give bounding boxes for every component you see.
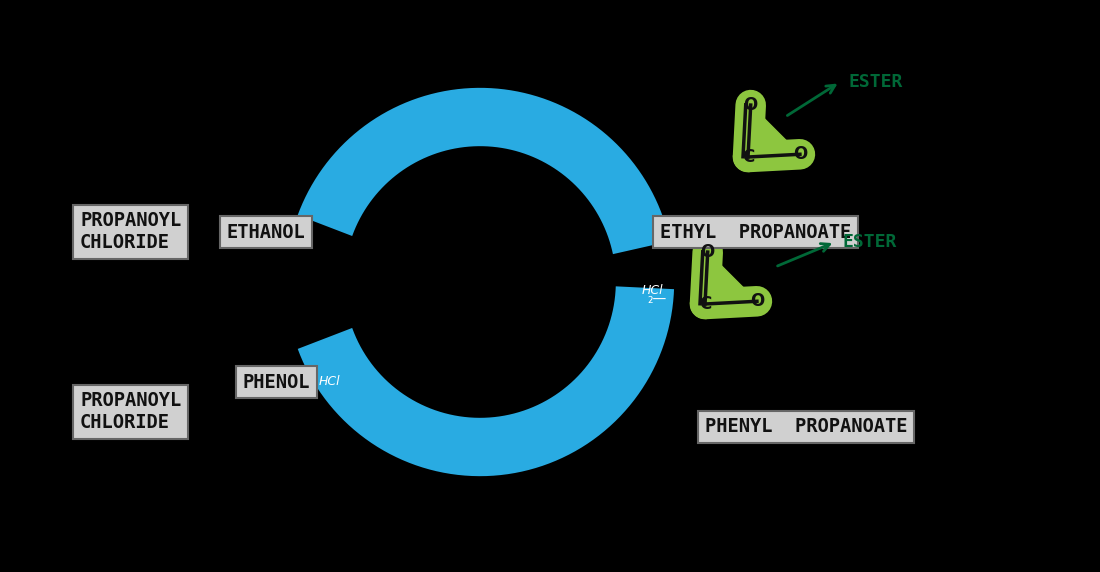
Text: C: C — [698, 295, 711, 313]
Text: O: O — [750, 292, 764, 310]
Text: O: O — [744, 96, 758, 114]
Text: PROPANOYL
CHLORIDE: PROPANOYL CHLORIDE — [80, 212, 182, 252]
Text: ₂—: ₂— — [648, 292, 667, 306]
Text: ESTER: ESTER — [843, 233, 898, 251]
Text: C: C — [741, 148, 755, 166]
Polygon shape — [748, 105, 800, 157]
Text: O: O — [793, 145, 807, 163]
Text: ETHANOL: ETHANOL — [227, 223, 305, 241]
Text: HCl: HCl — [319, 375, 341, 388]
Text: ETHYL  PROPANOATE: ETHYL PROPANOATE — [660, 223, 851, 241]
Text: PROPANOYL
CHLORIDE: PROPANOYL CHLORIDE — [80, 391, 182, 432]
Text: ESTER: ESTER — [848, 73, 902, 91]
Text: PHENYL  PROPANOATE: PHENYL PROPANOATE — [705, 418, 908, 436]
Polygon shape — [705, 252, 757, 304]
Text: HCl: HCl — [641, 284, 663, 297]
Text: PHENOL: PHENOL — [242, 372, 310, 391]
Text: O: O — [701, 243, 715, 261]
